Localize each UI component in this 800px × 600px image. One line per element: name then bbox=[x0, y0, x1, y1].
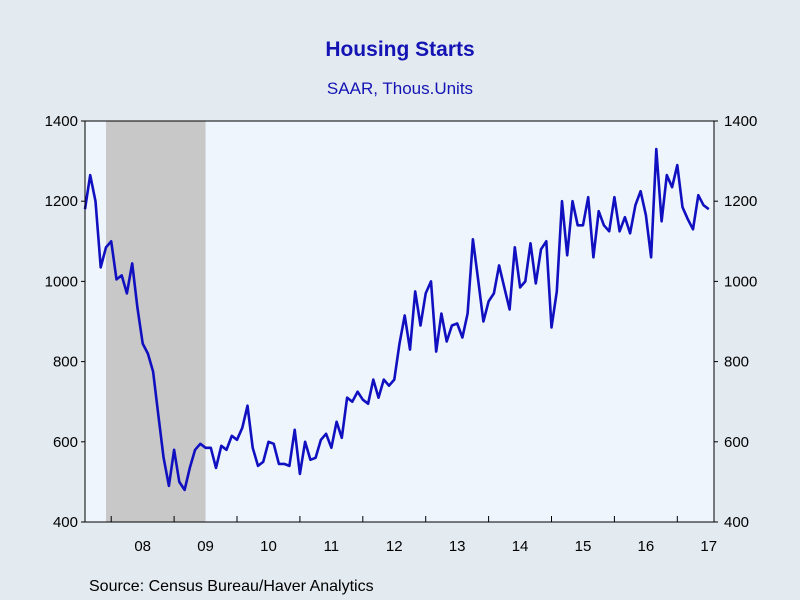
x-tick-label: 11 bbox=[324, 538, 340, 555]
x-axis: 08 09 10 11 12 13 14 15 16 17 bbox=[110, 516, 717, 555]
x-tick-label: 12 bbox=[386, 538, 403, 555]
y-tick-label: 1000 bbox=[45, 273, 78, 290]
plot-frame bbox=[84, 120, 715, 523]
y-tick-label: 400 bbox=[53, 514, 78, 531]
chart-title: Housing Starts bbox=[325, 38, 475, 61]
source-note: Source: Census Bureau/Haver Analytics bbox=[89, 578, 374, 595]
y-tick-label: 1400 bbox=[45, 113, 78, 130]
y-tick-label: 800 bbox=[724, 354, 749, 371]
left-axis: 400 600 800 1000 1200 1400 bbox=[45, 113, 85, 531]
x-tick-label: 16 bbox=[638, 538, 655, 555]
x-tick-label: 17 bbox=[700, 538, 717, 555]
x-tick-label: 15 bbox=[575, 538, 592, 555]
x-tick-label: 10 bbox=[260, 538, 277, 555]
y-tick-label: 1200 bbox=[45, 193, 78, 210]
y-tick-label: 400 bbox=[724, 514, 749, 531]
x-tick-label: 09 bbox=[197, 538, 214, 555]
y-tick-label: 600 bbox=[724, 434, 749, 451]
chart-subtitle: SAAR, Thous.Units bbox=[326, 79, 474, 98]
x-tick-label: 08 bbox=[134, 538, 151, 555]
y-tick-label: 1000 bbox=[724, 273, 757, 290]
recession-band bbox=[105, 121, 206, 522]
y-tick-label: 1200 bbox=[724, 193, 757, 210]
x-tick-label: 14 bbox=[512, 538, 529, 555]
x-tick-label: 13 bbox=[449, 538, 466, 555]
y-tick-label: 1400 bbox=[724, 113, 757, 130]
y-tick-label: 600 bbox=[53, 434, 78, 451]
series-line bbox=[83, 147, 710, 492]
y-tick-label: 800 bbox=[53, 354, 78, 371]
right-axis: 400 600 800 1000 1200 1400 bbox=[714, 113, 757, 531]
